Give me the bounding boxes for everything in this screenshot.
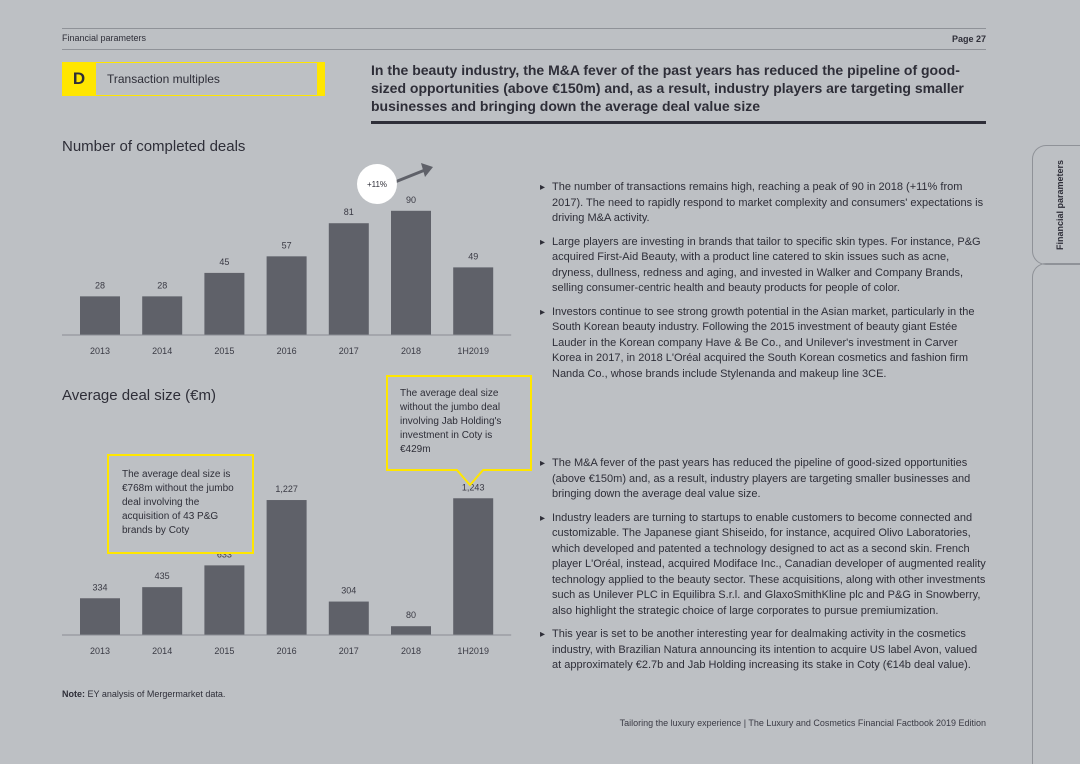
x-tick-label: 2018 bbox=[401, 646, 421, 656]
bar-value-label: 1,227 bbox=[275, 484, 298, 494]
bar-value-label: 435 bbox=[155, 571, 170, 581]
bullet-item: The number of transactions remains high,… bbox=[540, 180, 986, 227]
bullet-item: The M&A fever of the past years has redu… bbox=[540, 456, 986, 503]
deal-size-bar-chart: 334 2013 435 2014 633 2015 1,227 2016 304 2017 80 2… bbox=[62, 482, 512, 656]
bullet-item: This year is set to be another interesti… bbox=[540, 627, 986, 674]
bar-value-label: 1,243 bbox=[462, 482, 485, 492]
chart-bar bbox=[453, 498, 494, 635]
bullet-item: Industry leaders are turning to startups… bbox=[540, 511, 986, 620]
chart-bar bbox=[266, 500, 307, 635]
x-tick-label: 2016 bbox=[277, 646, 297, 656]
side-tab-active[interactable] bbox=[1032, 145, 1080, 265]
header-section-name: Financial parameters bbox=[62, 33, 147, 43]
chart-bar bbox=[328, 223, 369, 335]
headline-rule bbox=[371, 121, 986, 124]
chart-bar bbox=[204, 272, 245, 335]
bar-value-label: 80 bbox=[406, 610, 416, 620]
source-note-label: Note: bbox=[62, 689, 85, 699]
x-tick-label: 1H2019 bbox=[457, 646, 489, 656]
section-marker-accent bbox=[317, 62, 325, 96]
growth-arrow-head bbox=[421, 163, 433, 177]
x-tick-label: 2013 bbox=[90, 646, 110, 656]
bullet-item: Large players are investing in brands th… bbox=[540, 235, 986, 297]
source-note-text: EY analysis of Mergermarket data. bbox=[85, 689, 226, 699]
header-top-rule bbox=[62, 28, 986, 29]
bar-value-label: 28 bbox=[157, 280, 167, 290]
bar-value-label: 45 bbox=[219, 257, 229, 267]
x-tick-label: 1H2019 bbox=[457, 346, 489, 356]
x-tick-label: 2016 bbox=[277, 346, 297, 356]
chart-title-deals: Number of completed deals bbox=[62, 138, 246, 155]
page-headline: In the beauty industry, the M&A fever of… bbox=[371, 62, 964, 114]
chart-bar bbox=[80, 296, 120, 335]
growth-badge bbox=[357, 164, 397, 204]
side-tab-next[interactable] bbox=[1032, 263, 1080, 764]
source-note: Note: EY analysis of Mergermarket data. bbox=[62, 689, 225, 699]
header-rule bbox=[62, 49, 986, 50]
x-tick-label: 2017 bbox=[339, 646, 359, 656]
bar-value-label: 633 bbox=[217, 549, 232, 559]
chart-bar bbox=[142, 296, 183, 335]
chart-bar bbox=[391, 626, 431, 635]
bullets-bottom: The M&A fever of the past years has redu… bbox=[540, 456, 986, 682]
page-footer: Tailoring the luxury experience | The Lu… bbox=[619, 718, 986, 728]
bar-value-label: 28 bbox=[95, 280, 105, 290]
bar-value-label: 57 bbox=[282, 240, 292, 250]
chart-bar bbox=[204, 565, 245, 635]
x-tick-label: 2013 bbox=[90, 346, 110, 356]
bar-value-label: 304 bbox=[341, 586, 356, 596]
x-tick-label: 2015 bbox=[214, 346, 234, 356]
deals-bar-chart: 28 2013 28 2014 45 2015 57 2016 81 2017 90 2018 49 1H… bbox=[62, 163, 512, 356]
x-tick-label: 2018 bbox=[401, 346, 421, 356]
growth-badge-label: +11% bbox=[367, 180, 387, 189]
chart-bar bbox=[142, 587, 183, 635]
side-tab-label: Financial parameters bbox=[1055, 159, 1065, 251]
bar-value-label: 81 bbox=[344, 207, 354, 217]
bar-value-label: 334 bbox=[92, 582, 107, 592]
x-tick-label: 2014 bbox=[152, 646, 172, 656]
x-tick-label: 2014 bbox=[152, 346, 172, 356]
bullet-item: Investors continue to see strong growth … bbox=[540, 305, 986, 383]
chart-title-deal-size: Average deal size (€m) bbox=[62, 387, 216, 404]
bar-value-label: 90 bbox=[406, 195, 416, 205]
chart-bar bbox=[328, 601, 369, 635]
x-tick-label: 2015 bbox=[214, 646, 234, 656]
bullets-top: The number of transactions remains high,… bbox=[540, 180, 986, 390]
page-number: Page 27 bbox=[951, 34, 986, 44]
bar-value-label: 49 bbox=[468, 251, 478, 261]
growth-arrow bbox=[394, 168, 426, 184]
x-tick-label: 2017 bbox=[339, 346, 359, 356]
callout-coty-pg: The average deal size is €768m without t… bbox=[107, 454, 254, 554]
chart-bar bbox=[80, 598, 120, 635]
chart-bar bbox=[391, 210, 431, 335]
section-label: Transaction multiples bbox=[107, 72, 220, 86]
section-letter: D bbox=[62, 62, 96, 96]
callout2-pointer bbox=[455, 469, 485, 487]
chart-bar bbox=[453, 267, 494, 335]
chart-bar bbox=[266, 256, 307, 335]
callout-jab-holding: The average deal size without the jumbo … bbox=[386, 375, 532, 471]
